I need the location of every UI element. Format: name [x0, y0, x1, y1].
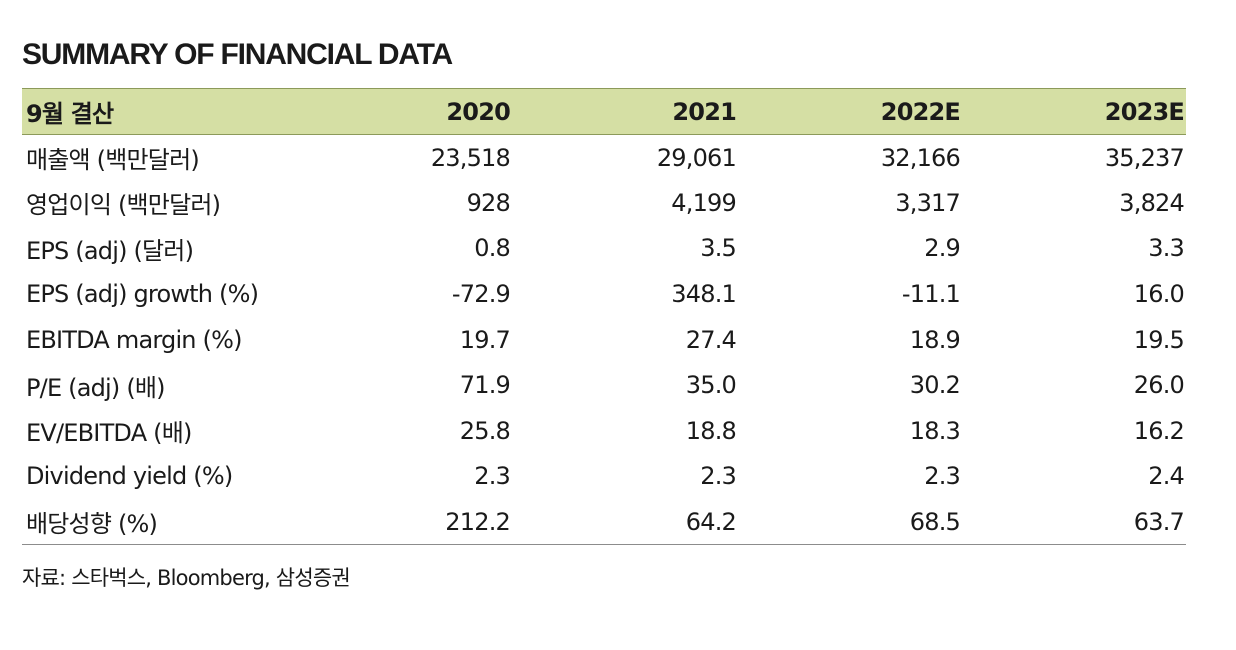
table-row: 배당성향 (%) 212.2 64.2 68.5 63.7	[22, 499, 1186, 546]
table-cell: 68.5	[738, 499, 962, 546]
header-year-2021: 2021	[512, 88, 738, 135]
header-fiscal-year-label: 9월 결산	[22, 88, 288, 135]
table-cell: 29,061	[656, 143, 737, 172]
table-cell: 30.2	[909, 371, 961, 400]
table-cell: 25.8	[459, 416, 511, 445]
table-header: 9월 결산 2020 2021 2022E 2023E	[22, 88, 1186, 135]
table-cell: 928	[466, 188, 511, 217]
financial-summary-table-container: 9월 결산 2020 2021 2022E 2023E 매출액 (백만달러) 2…	[22, 88, 1186, 546]
row-label: EV/EBITDA (배)	[26, 419, 192, 448]
table-cell: 3.5	[700, 234, 737, 263]
row-label: EPS (adj) growth (%)	[26, 280, 259, 309]
row-label: Dividend yield (%)	[26, 462, 233, 491]
table-cell: 19.5	[1133, 325, 1185, 354]
table-cell: 212.2	[288, 499, 512, 546]
table-cell: 63.7	[962, 499, 1186, 546]
table-cell: 35,237	[1104, 143, 1185, 172]
table-row: EPS (adj) growth (%) -72.9 348.1 -11.1 1…	[22, 271, 1186, 317]
table-cell: 4,199	[671, 188, 737, 217]
table-body: 매출액 (백만달러) 23,518 29,061 32,166 35,237 영…	[22, 135, 1186, 546]
table-row: EPS (adj) (달러) 0.8 3.5 2.9 3.3	[22, 226, 1186, 272]
table-cell: 2.9	[924, 234, 961, 263]
table-cell: 32,166	[880, 143, 961, 172]
page-title: SUMMARY OF FINANCIAL DATA	[22, 38, 453, 71]
table-row: P/E (adj) (배) 71.9 35.0 30.2 26.0	[22, 362, 1186, 408]
table-cell: -72.9	[451, 280, 511, 309]
table-cell: -11.1	[901, 280, 961, 309]
financial-summary-table: 9월 결산 2020 2021 2022E 2023E 매출액 (백만달러) 2…	[22, 88, 1186, 546]
table-cell: 18.3	[909, 416, 961, 445]
table-cell: 3.3	[1148, 234, 1185, 263]
table-cell: 35.0	[685, 371, 737, 400]
table-row: Dividend yield (%) 2.3 2.3 2.3 2.4	[22, 454, 1186, 500]
table-cell: 2.3	[924, 462, 961, 491]
table-cell: 71.9	[459, 371, 511, 400]
row-label: 매출액 (백만달러)	[26, 146, 200, 175]
table-cell: 18.8	[685, 416, 737, 445]
table-row: EV/EBITDA (배) 25.8 18.8 18.3 16.2	[22, 408, 1186, 454]
row-label: 배당성향 (%)	[22, 499, 288, 546]
table-cell: 348.1	[671, 280, 737, 309]
row-label: EBITDA margin (%)	[26, 325, 242, 354]
table-header-row: 9월 결산 2020 2021 2022E 2023E	[22, 88, 1186, 135]
table-cell: 2.4	[1148, 462, 1185, 491]
table-row: 영업이익 (백만달러) 928 4,199 3,317 3,824	[22, 180, 1186, 226]
header-year-2022e: 2022E	[738, 88, 962, 135]
table-cell: 27.4	[685, 325, 737, 354]
table-cell: 0.8	[474, 234, 511, 263]
table-cell: 23,518	[430, 143, 511, 172]
row-label: 영업이익 (백만달러)	[26, 191, 221, 220]
table-row: 매출액 (백만달러) 23,518 29,061 32,166 35,237	[22, 135, 1186, 181]
table-cell: 2.3	[474, 462, 511, 491]
table-cell: 19.7	[459, 325, 511, 354]
header-year-2020: 2020	[288, 88, 512, 135]
table-cell: 64.2	[512, 499, 738, 546]
table-cell: 3,317	[895, 188, 961, 217]
table-row: EBITDA margin (%) 19.7 27.4 18.9 19.5	[22, 317, 1186, 363]
row-label: EPS (adj) (달러)	[26, 236, 194, 265]
table-cell: 16.0	[1133, 280, 1185, 309]
row-label: P/E (adj) (배)	[26, 373, 166, 402]
table-cell: 2.3	[700, 462, 737, 491]
table-cell: 26.0	[1133, 371, 1185, 400]
table-cell: 3,824	[1119, 188, 1185, 217]
source-note: 자료: 스타벅스, Bloomberg, 삼성증권	[22, 566, 351, 590]
table-cell: 16.2	[1133, 416, 1185, 445]
header-year-2023e: 2023E	[962, 88, 1186, 135]
table-cell: 18.9	[909, 325, 961, 354]
